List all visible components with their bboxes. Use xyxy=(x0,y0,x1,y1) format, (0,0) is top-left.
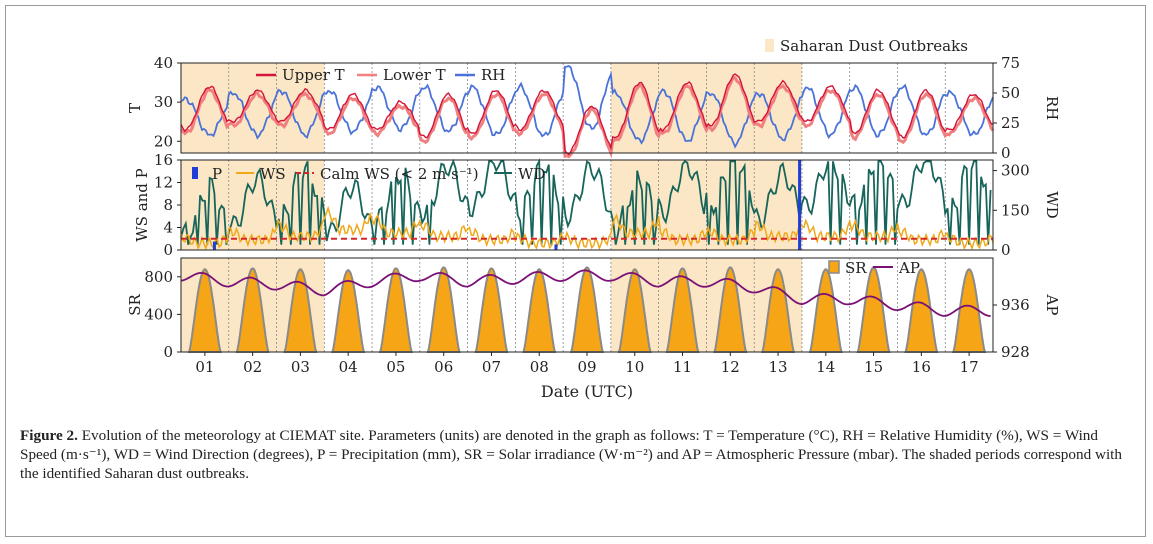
x-tick-label: 17 xyxy=(960,358,979,376)
y2-tick-label: 25 xyxy=(1001,114,1020,132)
legend-sr-swatch xyxy=(828,260,840,274)
y-tick-label: 16 xyxy=(154,151,173,169)
sr-area xyxy=(665,267,700,353)
precip-bar xyxy=(798,160,802,250)
figure-caption: Figure 2. Evolution of the meteorology a… xyxy=(20,426,1135,483)
x-tick-label: 09 xyxy=(577,358,596,376)
panel-1: 20 30 40 0 25 50 75 T RH xyxy=(126,54,1061,162)
x-tick-label: 13 xyxy=(769,358,788,376)
panel-2: 0 4 8 12 16 0 150 300 WS and P WD xyxy=(133,151,1061,259)
y2-tick-label: 0 xyxy=(1001,241,1011,259)
y-tick-label: 12 xyxy=(154,174,173,192)
x-tick-label: 06 xyxy=(434,358,453,376)
x-tick-label: 15 xyxy=(864,358,883,376)
precip-bar xyxy=(554,244,558,250)
legend-wd-label: WD xyxy=(518,165,545,183)
y-axis-label: SR xyxy=(126,294,144,316)
sr-area xyxy=(904,268,939,353)
x-tick-label: 10 xyxy=(625,358,644,376)
sr-area xyxy=(331,269,366,353)
y2-axis-label: AP xyxy=(1043,294,1061,316)
x-tick-label: 05 xyxy=(386,358,405,376)
dust-legend-label: Saharan Dust Outbreaks xyxy=(780,37,968,55)
legend-p-label: P xyxy=(212,165,222,183)
y2-tick-label: 75 xyxy=(1001,54,1020,72)
dust-legend-swatch xyxy=(765,39,774,52)
panel-border xyxy=(180,62,994,154)
panel-3: 0 400 800 928 936 SR AP xyxy=(126,257,1061,361)
caption-label: Figure 2. xyxy=(20,427,78,444)
y2-axis-label: WD xyxy=(1043,191,1061,218)
sr-area xyxy=(378,267,413,353)
ws-line xyxy=(180,205,994,251)
upper-t-line xyxy=(180,73,994,156)
y-tick-label: 400 xyxy=(144,305,173,323)
legend-upper-t-label: Upper T xyxy=(282,66,345,84)
y2-axis-label: RH xyxy=(1043,96,1061,120)
legend-p-swatch xyxy=(192,167,198,179)
y2-tick-label: 928 xyxy=(1001,343,1030,361)
sr-area xyxy=(522,268,557,353)
y-tick-label: 20 xyxy=(154,132,173,150)
sr-area xyxy=(856,266,891,353)
y2-tick-label: 936 xyxy=(1001,296,1030,314)
legend-ws-label: WS xyxy=(260,165,286,183)
y-tick-label: 0 xyxy=(163,241,173,259)
sr-area xyxy=(713,266,748,353)
legend-calm-ws-label: Calm WS (< 2 m s⁻¹) xyxy=(320,165,479,183)
rh-line xyxy=(180,65,994,149)
y2-tick-label: 300 xyxy=(1001,162,1030,180)
figure-frame xyxy=(5,5,1146,537)
sr-area xyxy=(283,268,318,353)
x-tick-label: 07 xyxy=(482,358,501,376)
y-axis-label: WS and P xyxy=(133,168,151,242)
lower-t-line xyxy=(180,75,995,159)
x-tick-label: 16 xyxy=(912,358,931,376)
y-tick-label: 30 xyxy=(154,93,173,111)
sr-area xyxy=(474,267,509,353)
legend-rh-label: RH xyxy=(481,66,505,84)
x-tick-label: 12 xyxy=(721,358,740,376)
sr-area xyxy=(569,266,605,353)
sr-area xyxy=(808,268,843,353)
legend-lower-t-label: Lower T xyxy=(383,66,446,84)
sr-area xyxy=(235,267,270,353)
y-tick-label: 4 xyxy=(163,219,173,237)
x-tick-label: 14 xyxy=(816,358,835,376)
sr-area xyxy=(426,266,461,353)
y-axis-label: T xyxy=(126,103,144,113)
legend-ap-label: AP xyxy=(898,259,920,277)
sr-area xyxy=(761,268,796,353)
y2-tick-label: 0 xyxy=(1001,144,1011,162)
y2-tick-label: 150 xyxy=(1001,201,1030,219)
x-tick-label: 11 xyxy=(673,358,692,376)
y-tick-label: 800 xyxy=(144,268,173,286)
x-axis-label: Date (UTC) xyxy=(541,382,633,401)
y-tick-label: 8 xyxy=(163,196,173,214)
sr-area xyxy=(952,268,987,353)
sr-area xyxy=(617,268,652,353)
precip-bar xyxy=(212,241,216,250)
legend-sr-label: SR xyxy=(845,259,867,277)
x-tick-label: 02 xyxy=(243,358,262,376)
x-tick-label: 01 xyxy=(195,358,214,376)
x-tick-label: 04 xyxy=(339,358,358,376)
dust-shade-1 xyxy=(181,63,325,153)
ap-line xyxy=(180,269,991,318)
sr-area xyxy=(187,268,222,353)
y-tick-label: 40 xyxy=(154,54,173,72)
y-tick-label: 0 xyxy=(163,343,173,361)
y2-tick-label: 50 xyxy=(1001,84,1020,102)
caption-text: Evolution of the meteorology at CIEMAT s… xyxy=(20,427,1122,482)
x-tick-label: 08 xyxy=(530,358,549,376)
x-tick-label: 03 xyxy=(291,358,310,376)
